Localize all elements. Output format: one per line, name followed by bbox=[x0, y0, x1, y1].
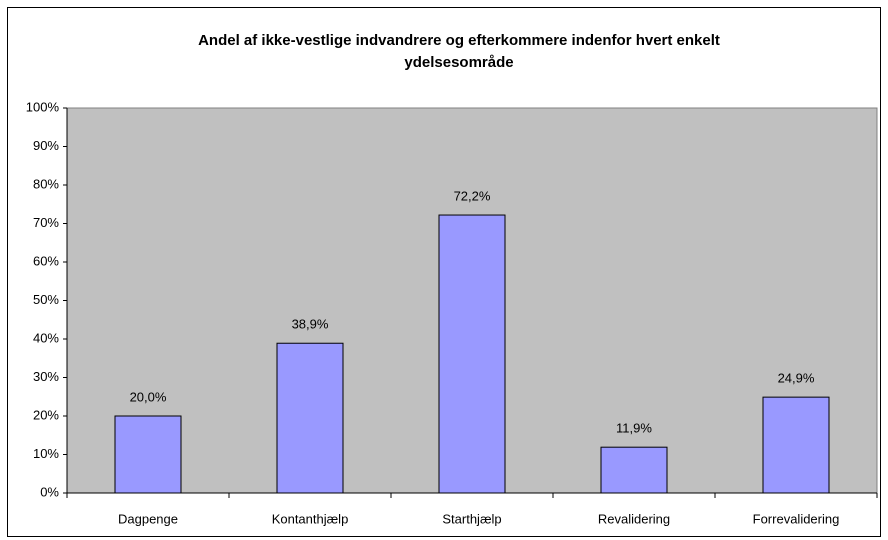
chart-title: ydelsesområde bbox=[404, 54, 513, 71]
y-tick-label: 50% bbox=[33, 292, 59, 307]
data-label: 72,2% bbox=[454, 188, 491, 203]
bar bbox=[600, 446, 668, 494]
y-tick-label: 100% bbox=[26, 99, 60, 114]
bar bbox=[438, 214, 506, 494]
data-label: 11,9% bbox=[616, 421, 652, 436]
x-tick-label: Dagpenge bbox=[118, 511, 178, 526]
y-tick-label: 60% bbox=[33, 253, 59, 268]
x-tick-label: Kontanthjælp bbox=[272, 511, 349, 526]
y-tick-label: 90% bbox=[33, 138, 59, 153]
bar bbox=[276, 342, 344, 494]
x-tick-label: Starthjælp bbox=[442, 511, 501, 526]
data-label: 24,9% bbox=[778, 371, 815, 386]
bar bbox=[762, 396, 830, 494]
y-tick-label: 40% bbox=[33, 330, 59, 345]
data-label: 38,9% bbox=[292, 317, 329, 332]
y-tick-label: 20% bbox=[33, 407, 59, 422]
x-tick-label: Revalidering bbox=[598, 511, 670, 526]
y-tick-label: 70% bbox=[33, 215, 59, 230]
bar bbox=[114, 415, 182, 494]
chart-title: Andel af ikke-vestlige indvandrere og ef… bbox=[198, 32, 720, 49]
x-tick-label: Forrevalidering bbox=[753, 511, 840, 526]
y-tick-label: 30% bbox=[33, 369, 59, 384]
y-tick-label: 10% bbox=[33, 446, 59, 461]
data-label: 20,0% bbox=[130, 389, 167, 404]
y-tick-label: 0% bbox=[40, 484, 59, 499]
y-tick-label: 80% bbox=[33, 176, 59, 191]
